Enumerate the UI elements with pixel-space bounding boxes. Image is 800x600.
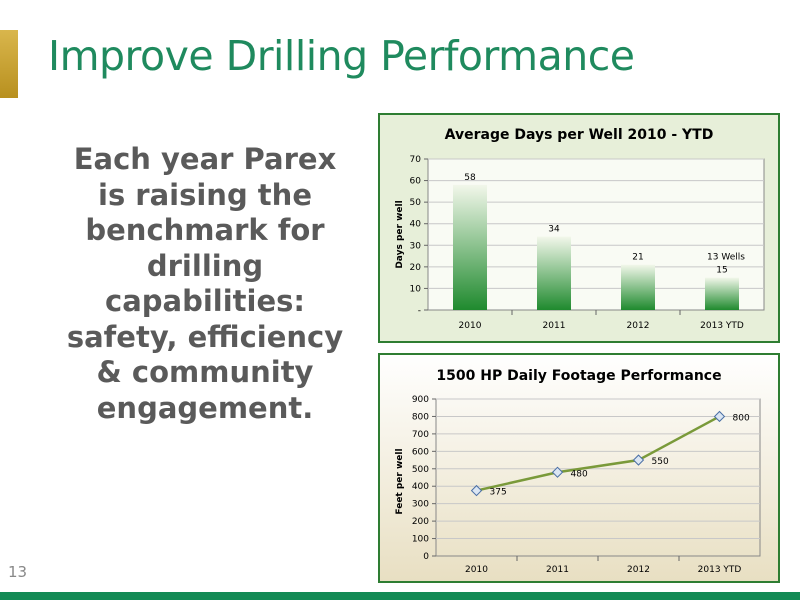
y-tick-label: 700 bbox=[412, 430, 429, 440]
x-tick-label: 2013 YTD bbox=[698, 565, 742, 575]
data-point bbox=[713, 410, 726, 423]
data-label: 375 bbox=[490, 488, 507, 498]
x-tick-label: 2012 bbox=[627, 321, 650, 331]
footer-bar bbox=[0, 592, 800, 600]
y-tick-label: 20 bbox=[410, 263, 422, 273]
data-label: 21 bbox=[632, 253, 643, 263]
daily-footage-chart: 1500 HP Daily Footage Performance 0 100 200… bbox=[378, 353, 780, 583]
y-tick-label: 500 bbox=[412, 465, 429, 475]
y-tick-label: 800 bbox=[412, 412, 429, 422]
data-label: 34 bbox=[548, 225, 560, 235]
y-tick-label: 300 bbox=[412, 500, 429, 510]
slide-title: Improve Drilling Performance bbox=[48, 32, 635, 80]
daily-footage-chart-svg: 1500 HP Daily Footage Performance 0 100 200… bbox=[378, 353, 780, 583]
data-label: 800 bbox=[733, 413, 750, 423]
data-label: 550 bbox=[652, 457, 669, 467]
y-axis-label: Feet per well bbox=[395, 448, 405, 514]
y-tick-label: 900 bbox=[412, 395, 429, 405]
accent-bar bbox=[0, 30, 18, 98]
data-label: 480 bbox=[571, 469, 588, 479]
annotation: 13 Wells bbox=[707, 253, 745, 263]
series-line bbox=[476, 415, 721, 492]
y-tick-label: - bbox=[418, 306, 421, 316]
days-per-well-chart: Average Days per Well 2010 - YTD - 10 20 30 4… bbox=[378, 113, 780, 343]
chart-title: Average Days per Well 2010 - YTD bbox=[445, 127, 714, 143]
x-tick-label: 2011 bbox=[543, 321, 566, 331]
y-tick-label: 30 bbox=[410, 241, 422, 251]
x-tick-label: 2012 bbox=[627, 565, 650, 575]
y-tick-label: 100 bbox=[412, 535, 429, 545]
y-axis-label: Days per well bbox=[395, 200, 405, 268]
x-tick-label: 2010 bbox=[459, 321, 482, 331]
data-point bbox=[470, 484, 483, 497]
y-tick-label: 50 bbox=[410, 198, 422, 208]
y-tick-label: 60 bbox=[410, 177, 422, 187]
data-point bbox=[632, 454, 645, 466]
x-tick-label: 2013 YTD bbox=[700, 321, 744, 331]
bar bbox=[537, 236, 571, 310]
bar bbox=[705, 277, 739, 310]
y-tick-label: 70 bbox=[410, 155, 422, 165]
y-tick-label: 40 bbox=[410, 220, 422, 230]
data-label: 58 bbox=[464, 173, 476, 183]
y-tick-label: 200 bbox=[412, 517, 429, 527]
bar bbox=[453, 184, 487, 310]
data-label: 15 bbox=[716, 266, 727, 276]
y-tick-label: 0 bbox=[423, 552, 429, 562]
slide-body-text: Each year Parex is raising the benchmark… bbox=[66, 142, 344, 425]
y-tick-label: 600 bbox=[412, 447, 429, 457]
days-per-well-chart-svg: Average Days per Well 2010 - YTD - 10 20 30 4… bbox=[378, 113, 780, 343]
chart-title: 1500 HP Daily Footage Performance bbox=[436, 368, 721, 384]
y-tick-label: 400 bbox=[412, 482, 429, 492]
x-tick-label: 2011 bbox=[546, 565, 569, 575]
slide-number: 13 bbox=[8, 563, 28, 581]
bar bbox=[621, 264, 655, 310]
x-tick-label: 2010 bbox=[465, 565, 488, 575]
data-point bbox=[551, 466, 564, 478]
y-tick-label: 10 bbox=[410, 284, 422, 294]
